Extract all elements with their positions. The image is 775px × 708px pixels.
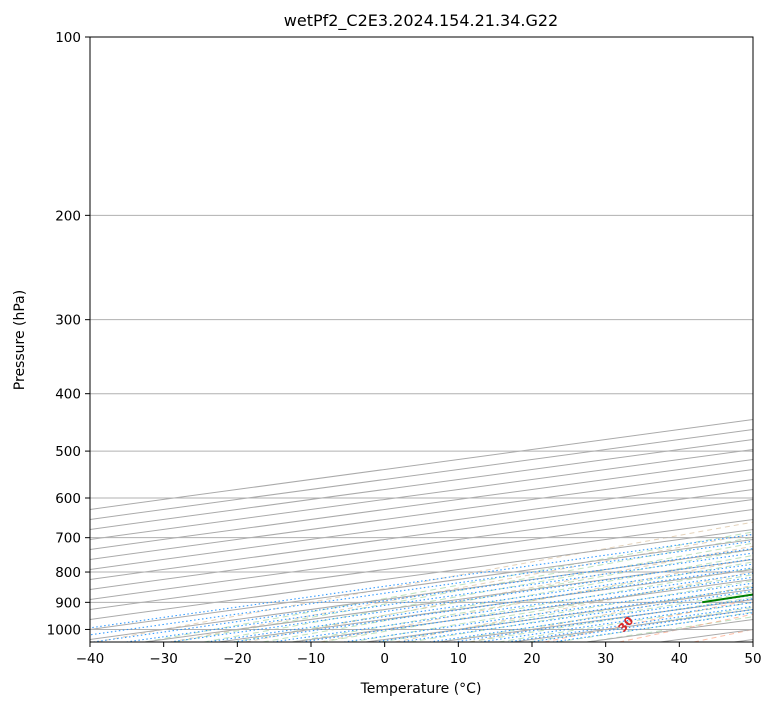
y-tick-label: 800 xyxy=(55,565,81,581)
y-tick-label: 700 xyxy=(55,531,81,547)
dry-adiabat xyxy=(320,558,753,642)
x-tick-label: 0 xyxy=(380,651,389,667)
isotherm-line xyxy=(90,518,753,610)
mixing-ratio-line xyxy=(529,608,753,642)
y-tick-label: 300 xyxy=(55,313,81,329)
x-tick-label: −40 xyxy=(76,651,105,667)
x-tick-label: 10 xyxy=(450,651,467,667)
isotherm-line xyxy=(90,478,753,570)
isotherm-line xyxy=(90,538,753,630)
isotherm-line xyxy=(90,468,753,560)
y-tick-label: 1000 xyxy=(47,622,81,638)
isotherm-lines xyxy=(90,418,753,642)
dry-adiabat xyxy=(170,533,753,642)
chart-title: wetPf2_C2E3.2024.154.21.34.G22 xyxy=(284,11,558,31)
x-tick-label: −10 xyxy=(297,651,326,667)
isotherm-line xyxy=(90,508,753,600)
x-axis-label: Temperature (°C) xyxy=(360,681,482,697)
y-tick-label: 900 xyxy=(55,595,81,611)
mixing-ratio-line xyxy=(272,572,753,642)
mixing-ratio-line xyxy=(206,563,753,642)
y-tick-label: 400 xyxy=(55,387,81,403)
isotherm-line xyxy=(90,458,753,550)
plot-area: 0.10.20.40.611.52346810131620253036 -100… xyxy=(90,37,753,642)
y-axis-label: Pressure (hPa) xyxy=(12,290,28,390)
isotherm-line xyxy=(90,528,753,620)
mixing-ratio-line xyxy=(93,548,753,642)
x-axis: −40 −30 −20 −10 0 10 20 30 40 50 xyxy=(76,642,762,667)
mixing-ratio-line xyxy=(170,558,753,642)
dry-adiabat xyxy=(395,571,753,642)
x-tick-label: 40 xyxy=(671,651,688,667)
mixing-ratio-lines xyxy=(90,533,753,642)
isotherm-line xyxy=(90,498,753,590)
y-tick-label: 500 xyxy=(55,444,81,460)
y-tick-label: 200 xyxy=(55,208,81,224)
y-tick-label: 100 xyxy=(55,30,81,46)
x-tick-label: 50 xyxy=(744,651,761,667)
x-tick-label: −30 xyxy=(149,651,178,667)
mixing-ratio-line xyxy=(233,567,753,642)
x-tick-label: −20 xyxy=(223,651,252,667)
mixing-ratio-line xyxy=(552,612,753,642)
y-axis: 100 200 300 400 500 600 700 800 900 1000 xyxy=(47,30,90,638)
isotherm-line xyxy=(90,488,753,580)
y-tick-label: 600 xyxy=(55,491,81,507)
x-tick-label: 20 xyxy=(523,651,540,667)
x-tick-label: 30 xyxy=(597,651,614,667)
plot-frame xyxy=(89,36,754,643)
pressure-gridlines xyxy=(90,37,753,630)
mixing-ratio-line xyxy=(90,533,753,629)
